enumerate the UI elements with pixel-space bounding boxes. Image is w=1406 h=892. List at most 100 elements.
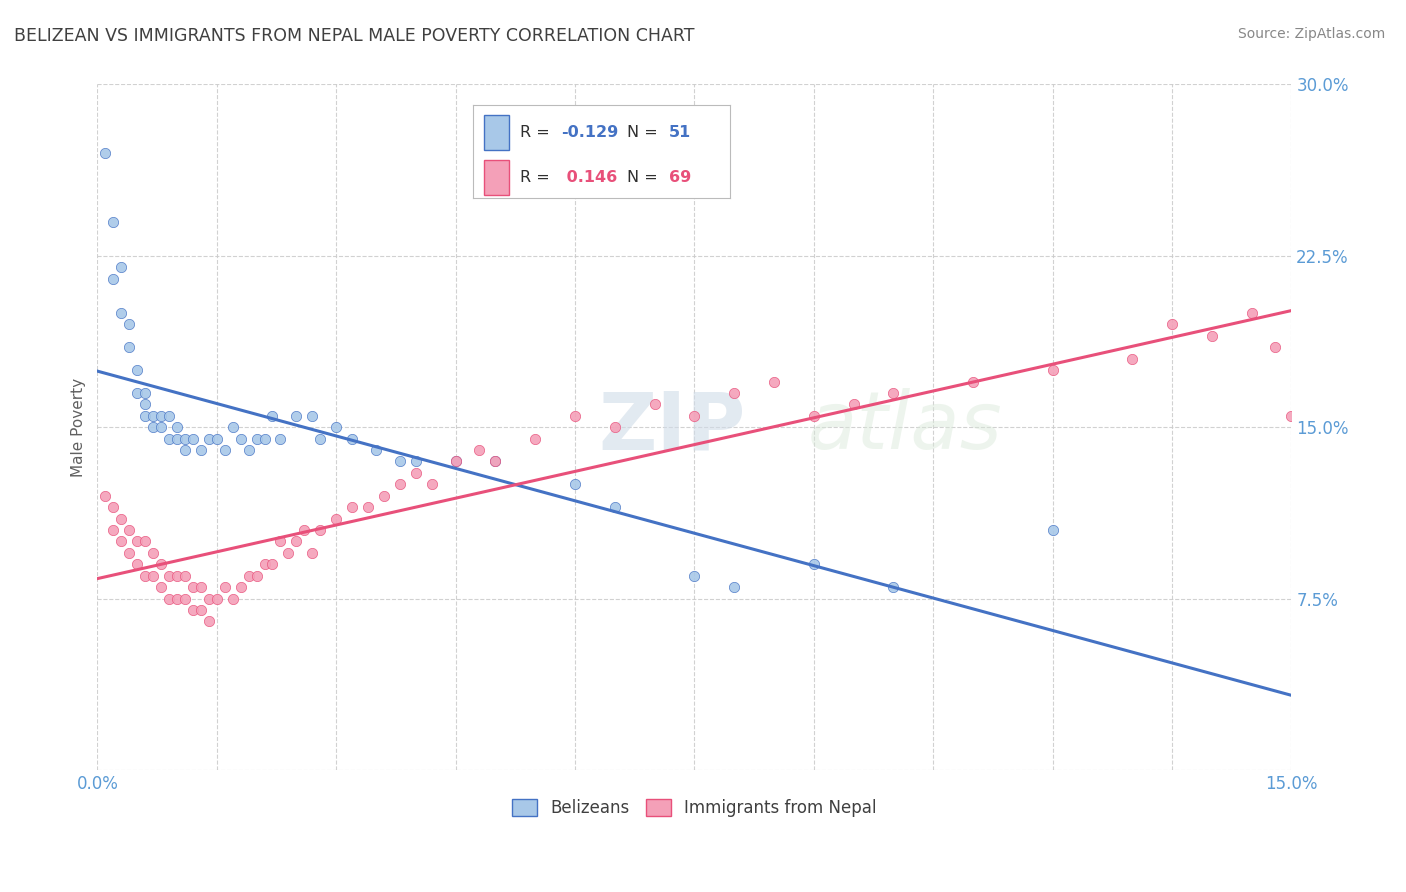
Point — [150, 580, 173, 594]
Point — [262, 558, 284, 572]
Text: Source: ZipAtlas.com: Source: ZipAtlas.com — [1237, 27, 1385, 41]
Point — [197, 432, 219, 446]
Point — [166, 420, 188, 434]
Point — [262, 409, 284, 423]
Point — [174, 568, 197, 582]
Point — [134, 568, 156, 582]
Point — [723, 580, 745, 594]
Point — [142, 546, 165, 560]
Point — [357, 500, 380, 515]
Point — [150, 420, 173, 434]
Point — [1161, 318, 1184, 332]
Point — [134, 397, 156, 411]
Point — [444, 454, 467, 468]
Point — [166, 568, 188, 582]
Point — [238, 568, 260, 582]
Point — [174, 591, 197, 606]
Point — [134, 534, 156, 549]
Point — [157, 432, 180, 446]
Point — [157, 591, 180, 606]
Point — [94, 146, 117, 161]
Point — [253, 432, 276, 446]
Point — [238, 443, 260, 458]
Point — [1042, 363, 1064, 377]
Point — [723, 386, 745, 401]
Text: BELIZEAN VS IMMIGRANTS FROM NEPAL MALE POVERTY CORRELATION CHART: BELIZEAN VS IMMIGRANTS FROM NEPAL MALE P… — [14, 27, 695, 45]
Point — [181, 580, 204, 594]
Legend: Belizeans, Immigrants from Nepal: Belizeans, Immigrants from Nepal — [505, 792, 883, 823]
Point — [803, 409, 825, 423]
Point — [190, 603, 212, 617]
Point — [229, 432, 252, 446]
Point — [524, 432, 547, 446]
Point — [197, 615, 219, 629]
Point — [388, 454, 411, 468]
Point — [882, 580, 904, 594]
Point — [325, 511, 347, 525]
Point — [110, 260, 132, 275]
Point — [468, 443, 491, 458]
Point — [190, 443, 212, 458]
Point — [205, 432, 228, 446]
Point — [142, 409, 165, 423]
Point — [118, 318, 141, 332]
Point — [564, 409, 586, 423]
Point — [127, 534, 149, 549]
Point — [245, 568, 267, 582]
Point — [166, 432, 188, 446]
Point — [364, 443, 387, 458]
Point — [127, 386, 149, 401]
Point — [803, 558, 825, 572]
Point — [405, 466, 427, 480]
Point — [181, 432, 204, 446]
Point — [103, 271, 125, 285]
Point — [842, 397, 865, 411]
Point — [292, 523, 315, 537]
Point — [142, 420, 165, 434]
Y-axis label: Male Poverty: Male Poverty — [72, 377, 86, 477]
Point — [103, 500, 125, 515]
Point — [118, 523, 141, 537]
Point — [181, 603, 204, 617]
Point — [166, 591, 188, 606]
Point — [157, 409, 180, 423]
Point — [134, 386, 156, 401]
Point — [444, 454, 467, 468]
Point — [205, 591, 228, 606]
Point — [309, 523, 332, 537]
Point — [484, 454, 506, 468]
Point — [174, 432, 197, 446]
Point — [197, 591, 219, 606]
Point — [110, 306, 132, 320]
Point — [373, 489, 395, 503]
Point — [1279, 409, 1302, 423]
Point — [309, 432, 332, 446]
Point — [269, 534, 291, 549]
Point — [214, 580, 236, 594]
Point — [142, 568, 165, 582]
Text: ZIP: ZIP — [599, 388, 747, 467]
Point — [1121, 351, 1143, 366]
Point — [214, 443, 236, 458]
Point — [269, 432, 291, 446]
Point — [603, 420, 626, 434]
Point — [150, 409, 173, 423]
Point — [301, 546, 323, 560]
Point — [245, 432, 267, 446]
Point — [420, 477, 443, 491]
Point — [103, 523, 125, 537]
Point — [325, 420, 347, 434]
Point — [221, 591, 243, 606]
Point — [484, 454, 506, 468]
Point — [118, 340, 141, 354]
Point — [644, 397, 666, 411]
Point — [150, 558, 173, 572]
Point — [103, 214, 125, 228]
Point — [683, 568, 706, 582]
Point — [762, 375, 785, 389]
Point — [603, 500, 626, 515]
Point — [962, 375, 984, 389]
Point — [157, 568, 180, 582]
Point — [134, 409, 156, 423]
Point — [190, 580, 212, 594]
